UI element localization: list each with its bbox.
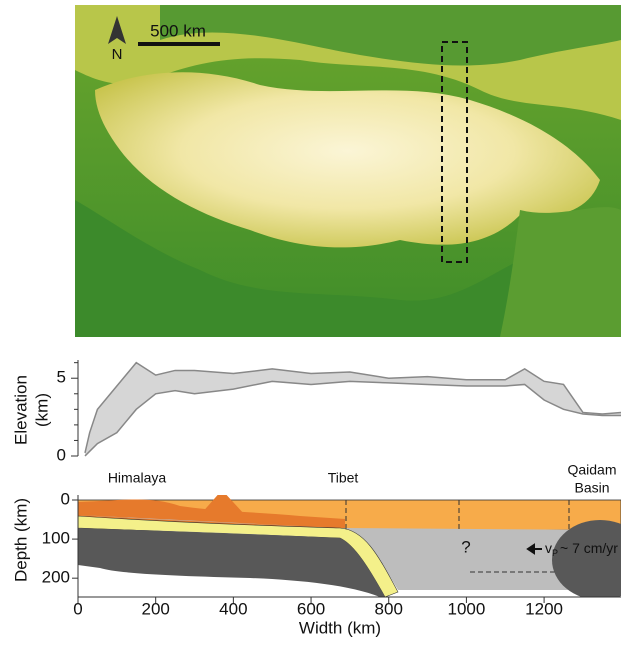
- elevation-min-line: [84, 380, 621, 457]
- y-tick-label: 0: [57, 445, 66, 464]
- depth-label: Depth (km): [11, 498, 30, 582]
- question-mark: ?: [461, 537, 470, 556]
- x-tick-label: 800: [375, 599, 403, 618]
- x-axis-label: Width (km): [299, 618, 381, 637]
- scale-label: 500 km: [150, 21, 206, 40]
- north-label: N: [112, 46, 123, 63]
- qaidam-label: Basin: [574, 480, 609, 496]
- elevation-envelope: [84, 362, 621, 456]
- x-tick-label: 200: [141, 599, 169, 618]
- x-tick-label: 600: [297, 599, 325, 618]
- elevation-label: Elevation: [11, 375, 30, 445]
- velocity-label: vP ~ 7 cm/yr: [545, 540, 618, 559]
- y-tick-label: 5: [57, 368, 66, 387]
- map: 500 km N: [75, 5, 621, 337]
- x-tick-label: 0: [73, 599, 82, 618]
- qaidam-label: Qaidam: [567, 462, 616, 478]
- cross-section: vP ~ 7 cm/yr: [78, 495, 621, 597]
- elevation-max-line: [84, 361, 621, 454]
- elevation-label: (km): [32, 393, 51, 427]
- x-tick-label: 1000: [447, 599, 485, 618]
- y-tick-label: 0: [61, 489, 70, 508]
- y-tick-label: 200: [42, 568, 70, 587]
- x-tick-label: 1200: [525, 599, 563, 618]
- tibet-label: Tibet: [328, 470, 359, 486]
- y-tick-label: 100: [42, 529, 70, 548]
- x-tick-label: 400: [219, 599, 247, 618]
- himalaya-label: Himalaya: [108, 470, 167, 486]
